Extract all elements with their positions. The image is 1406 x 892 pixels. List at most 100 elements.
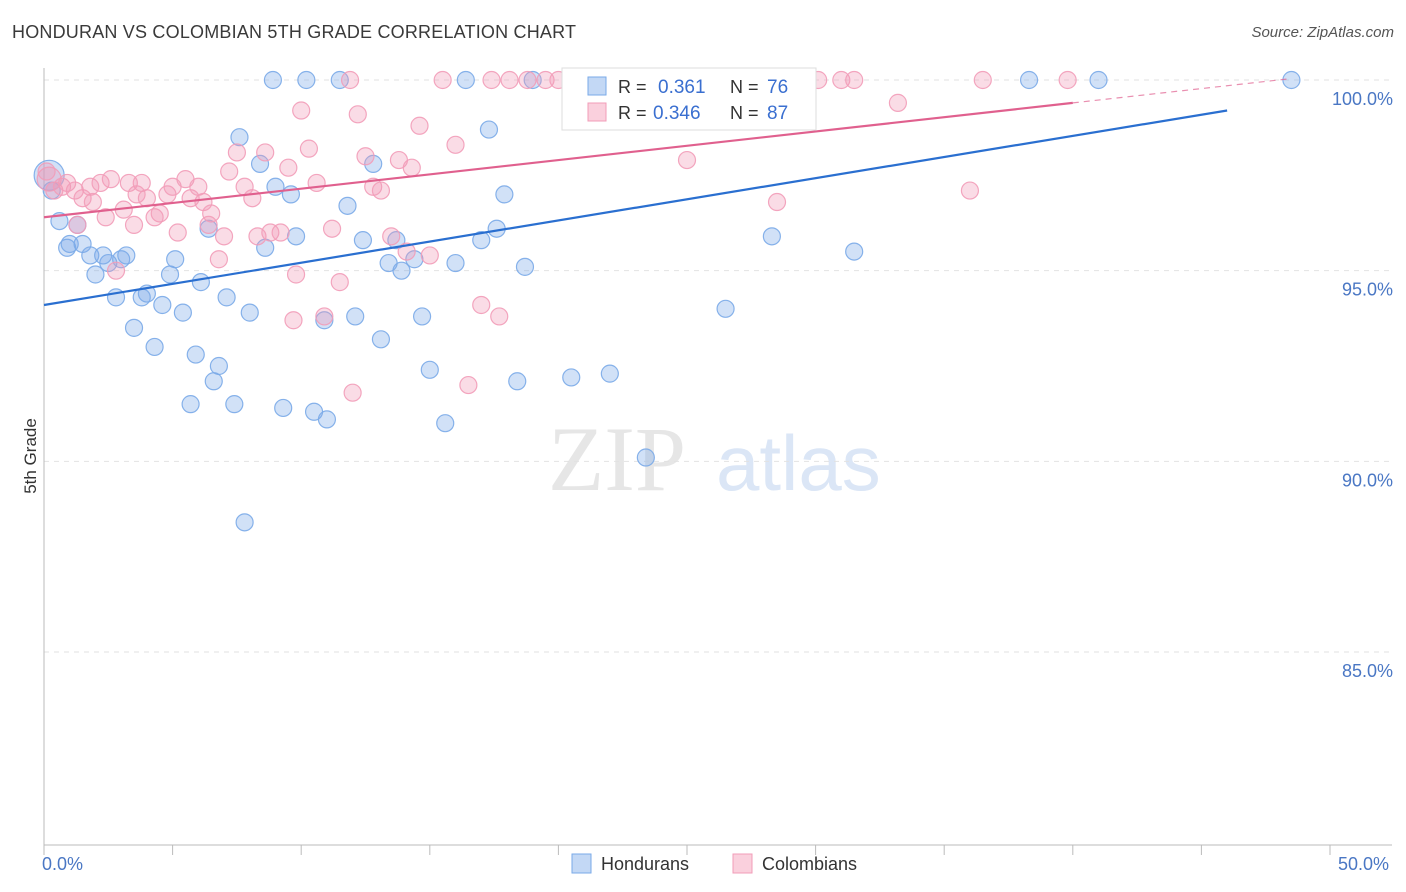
hondurans-point: [250, 154, 270, 173]
colombians-point: [292, 101, 311, 120]
hondurans-point: [420, 360, 439, 379]
colombians-trend-line: [43, 101, 1073, 219]
colombians-point: [371, 181, 391, 200]
colombians-point: [271, 223, 290, 242]
colombians-point: [58, 173, 77, 193]
bottom-legend-swatch-colombians: [732, 853, 753, 874]
hondurans-point: [199, 219, 218, 238]
hondurans-point: [456, 70, 475, 90]
colombians-point: [81, 177, 100, 196]
hondurans-point: [166, 250, 185, 269]
hondurans-point: [235, 513, 254, 532]
colombians-point: [189, 177, 208, 196]
legend-n-value-hondurans: 76: [767, 77, 788, 98]
hondurans-point: [274, 398, 293, 418]
colombians-trend-extension: [1072, 77, 1292, 104]
axes: [43, 68, 1392, 846]
colombians-point: [91, 173, 110, 193]
colombians-point: [348, 105, 367, 124]
colombians-point: [96, 208, 115, 227]
hondurans-point: [412, 307, 432, 326]
legend-n-label-hondurans: N =: [730, 77, 759, 97]
stats-legend: R = 0.361 N = 76 R = 0.346 N = 87: [561, 67, 817, 131]
hondurans-point: [762, 227, 781, 246]
hondurans-point: [371, 330, 391, 349]
colombians-point: [397, 242, 416, 261]
colombians-point: [227, 143, 246, 162]
watermark-atlas: atlas: [716, 419, 881, 507]
colombians-point: [150, 204, 169, 223]
colombians-point: [343, 383, 362, 402]
hondurans-trend-line: [43, 109, 1228, 307]
hondurans-point: [446, 253, 465, 273]
hondurans-point: [479, 120, 499, 139]
bottom-legend-hondurans: Hondurans: [601, 854, 689, 874]
legend-r-value-colombians: 0.346: [653, 103, 701, 124]
hondurans-point: [515, 257, 535, 276]
colombians-point: [518, 70, 537, 90]
hondurans-point: [204, 372, 223, 391]
colombians-point: [168, 223, 187, 242]
y-tick-labels: 85.0% 90.0% 95.0% 100.0%: [1332, 89, 1393, 681]
x-tick-label-50: 50.0%: [1338, 854, 1389, 874]
colombians-point: [482, 70, 501, 90]
trend-lines: [43, 77, 1292, 307]
hondurans-point: [364, 154, 383, 173]
hondurans-point: [186, 345, 205, 364]
hondurans-points: [33, 70, 1301, 532]
hondurans-point: [81, 246, 100, 265]
y-tick-label-85: 85.0%: [1342, 661, 1393, 681]
hondurans-point: [392, 261, 411, 280]
hondurans-point: [209, 356, 228, 376]
colombians-point: [307, 173, 326, 193]
colombians-point: [356, 147, 375, 166]
hondurans-point: [240, 303, 259, 322]
hondurans-point: [405, 250, 424, 269]
hondurans-point: [353, 231, 373, 250]
hondurans-point: [346, 307, 365, 326]
hondurans-point: [562, 368, 581, 387]
colombians-point: [199, 215, 218, 235]
colombians-point: [1058, 70, 1077, 90]
hondurans-point: [523, 70, 542, 90]
legend-swatch-hondurans: [587, 76, 607, 96]
colombians-point: [472, 295, 491, 315]
colombians-point: [677, 150, 697, 170]
hondurans-point: [181, 395, 200, 414]
hondurans-point: [124, 318, 144, 337]
hondurans-point: [160, 265, 180, 284]
legend-n-label-colombians: N =: [730, 103, 759, 123]
colombians-point: [322, 219, 342, 238]
hondurans-point: [338, 196, 357, 215]
legend-r-label-hondurans: R =: [618, 77, 647, 97]
colombians-point: [37, 162, 56, 181]
hondurans-point: [60, 234, 79, 254]
colombians-point: [315, 307, 334, 326]
gridlines: [44, 79, 1392, 653]
colombians-point: [459, 375, 478, 395]
legend-r-label-colombians: R =: [618, 103, 647, 123]
colombians-point: [536, 70, 555, 90]
colombians-point: [299, 139, 319, 158]
colombians-point: [83, 192, 102, 212]
hondurans-point: [86, 265, 105, 284]
watermark-zip: ZIP: [548, 408, 686, 510]
hondurans-point: [225, 395, 244, 414]
x-tick-label-0: 0.0%: [42, 854, 83, 874]
hondurans-point: [436, 414, 455, 433]
legend-n-value-colombians: 87: [767, 103, 788, 124]
hondurans-point: [495, 185, 514, 204]
hondurans-point: [217, 288, 236, 307]
bottom-legend-colombians: Colombians: [762, 854, 857, 874]
legend-swatch-colombians: [587, 102, 607, 122]
colombians-point: [433, 70, 452, 90]
colombians-point: [420, 246, 439, 265]
colombians-point: [101, 170, 120, 189]
colombians-point: [500, 70, 519, 90]
colombians-point: [973, 70, 992, 90]
hondurans-point: [317, 410, 337, 429]
colombians-point: [284, 311, 303, 330]
colombians-point: [888, 93, 908, 112]
chart-title: HONDURAN VS COLOMBIAN 5TH GRADE CORRELAT…: [12, 22, 577, 42]
hondurans-point: [230, 128, 249, 147]
